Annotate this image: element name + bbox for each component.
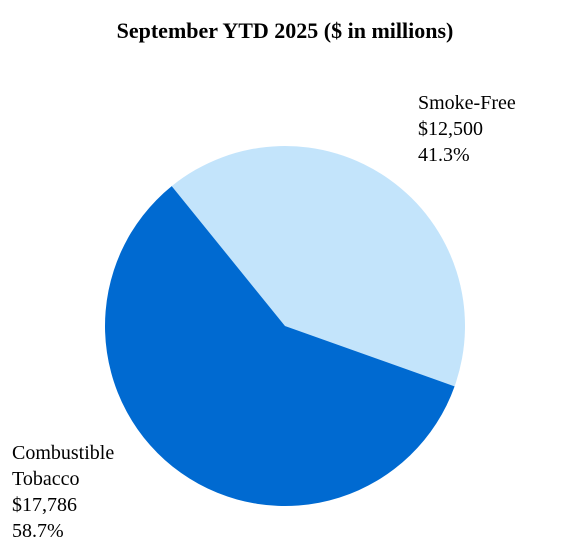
slice-percent-smoke-free: 41.3%: [418, 144, 470, 166]
slice-label-combustible-tobacco: Combustible Tobacco $17,786 58.7%: [12, 440, 114, 544]
slice-label-smoke-free: Smoke-Free $12,500 41.3%: [418, 90, 516, 168]
slice-category-combustible-line1: Combustible: [12, 442, 115, 464]
slice-category-smoke-free: Smoke-Free: [418, 92, 516, 114]
slice-value-smoke-free: $12,500: [418, 118, 483, 140]
pie-slice-combustible-tobacco: [105, 186, 455, 506]
chart-title: September YTD 2025 ($ in millions): [116, 18, 454, 43]
slice-value-combustible-tobacco: $17,786: [12, 494, 77, 516]
slice-category-combustible-line2: Tobacco: [12, 468, 80, 490]
pie-slice-smoke-free: [171, 145, 466, 387]
slice-percent-combustible-tobacco: 58.7%: [12, 520, 64, 542]
